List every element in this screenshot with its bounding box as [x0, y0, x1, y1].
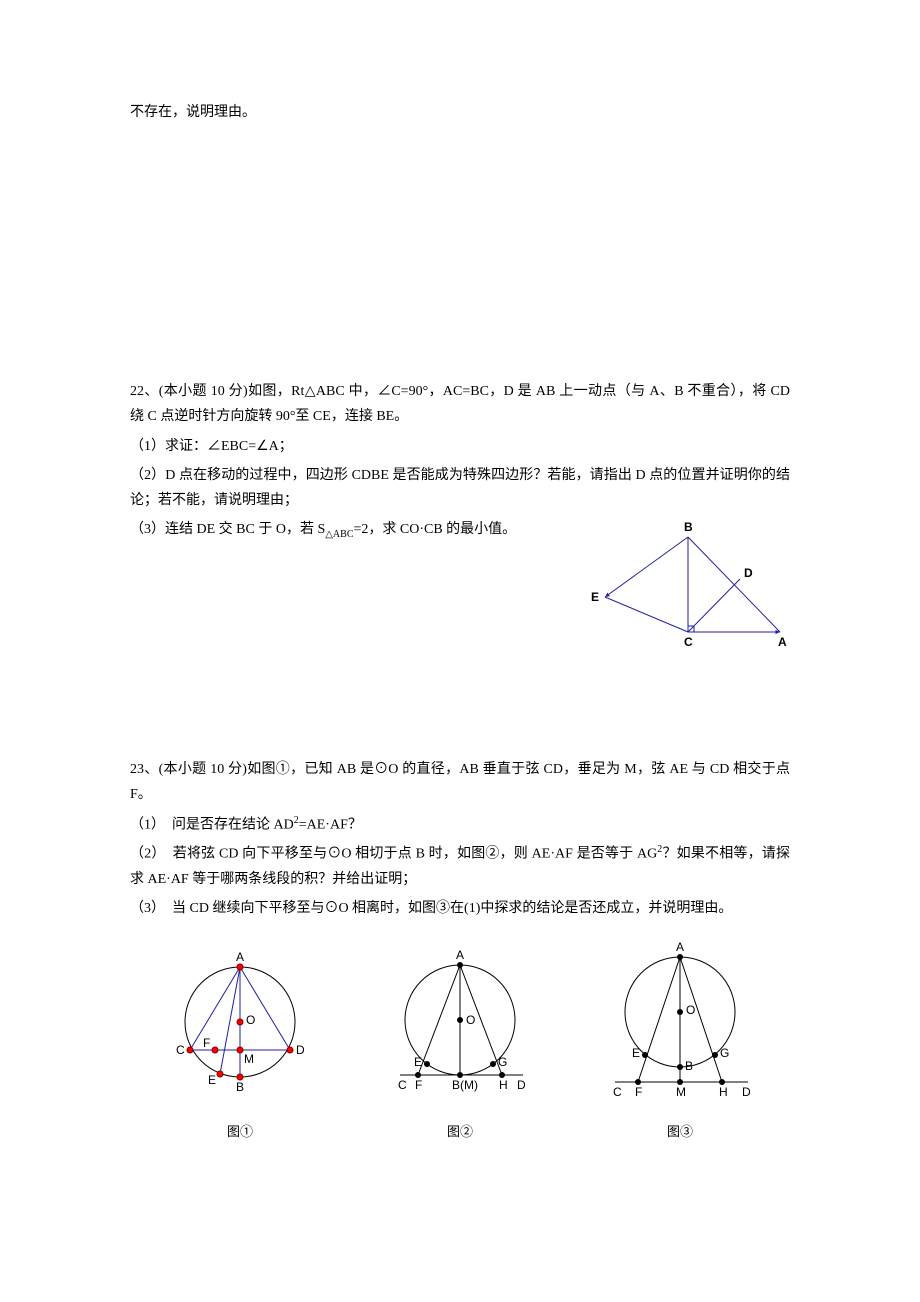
svg-text:G: G — [498, 1055, 507, 1069]
q23-part2: （2） 若将弦 CD 向下平移至与⊙O 相切于点 B 时，如图②，则 AE·AF… — [130, 841, 790, 892]
svg-text:C: C — [398, 1078, 407, 1092]
svg-text:D: D — [742, 1085, 751, 1099]
svg-text:O: O — [686, 1003, 695, 1017]
q23-p1-b: =AE·AF？ — [299, 817, 362, 832]
q23-caption3: 图③ — [600, 1120, 760, 1143]
q23-figure2-block: A B(M) O C D E G F H 图② — [380, 932, 540, 1143]
q22-part1: （1）求证：∠EBC=∠A； — [130, 434, 790, 459]
svg-text:E: E — [591, 590, 599, 604]
svg-text:B: B — [684, 520, 693, 534]
q23-figure3-block: A B O M C D E G F H 图③ — [600, 932, 760, 1143]
svg-text:C: C — [684, 635, 693, 649]
svg-text:A: A — [676, 940, 684, 954]
q22-p3-a: （3）连结 DE 交 BC 于 O，若 S — [130, 522, 325, 537]
svg-text:D: D — [744, 566, 753, 580]
svg-text:E: E — [414, 1055, 422, 1069]
q22-figure: A B C D E — [590, 517, 790, 657]
svg-text:B(M): B(M) — [452, 1078, 478, 1092]
svg-text:F: F — [203, 1036, 210, 1050]
svg-text:D: D — [517, 1078, 526, 1092]
svg-text:M: M — [244, 1052, 254, 1066]
q22-part2: （2）D 点在移动的过程中，四边形 CDBE 是否能成为特殊四边形？若能，请指出… — [130, 463, 790, 513]
q22-figure-container: A B C D E — [590, 517, 790, 657]
lead-fragment: 不存在，说明理由。 — [130, 100, 790, 125]
q23-caption1: 图① — [160, 1120, 320, 1143]
q22-p3-sub: △ABC — [325, 529, 353, 540]
svg-text:E: E — [208, 1073, 216, 1087]
svg-text:D: D — [296, 1043, 305, 1057]
q22-p3-b: =2，求 CO·CB 的最小值。 — [354, 522, 517, 537]
q23-part3: （3） 当 CD 继续向下平移至与⊙O 相离时，如图③在(1)中探求的结论是否还… — [130, 896, 790, 921]
q23-p2-a: （2） 若将弦 CD 向下平移至与⊙O 相切于点 B 时，如图②，则 AE·AF… — [130, 847, 657, 862]
q23-figures-row: A B C D E O M F 图① A B(M) O C D E G F H 图② A B O M C D E G F H 图… — [130, 932, 790, 1143]
svg-text:H: H — [719, 1085, 728, 1099]
svg-text:M: M — [676, 1085, 686, 1099]
q23-header: 23、(本小题 10 分)如图①，已知 AB 是⊙O 的直径，AB 垂直于弦 C… — [130, 757, 790, 807]
q23-figure2: A B(M) O C D E G F H — [380, 932, 540, 1112]
svg-text:E: E — [632, 1046, 640, 1060]
svg-text:B: B — [685, 1059, 693, 1073]
q23-part1: （1） 问是否存在结论 AD2=AE·AF？ — [130, 812, 790, 838]
svg-text:F: F — [635, 1085, 642, 1099]
q23-caption2: 图② — [380, 1120, 540, 1143]
svg-text:A: A — [236, 950, 244, 964]
svg-text:A: A — [456, 948, 464, 962]
svg-text:B: B — [236, 1080, 244, 1094]
q22-header: 22、(本小题 10 分)如图，Rt△ABC 中，∠C=90°，AC=BC，D … — [130, 379, 790, 429]
svg-text:C: C — [613, 1085, 622, 1099]
svg-text:C: C — [176, 1043, 185, 1057]
q23-p1-a: （1） 问是否存在结论 AD — [130, 817, 294, 832]
svg-text:H: H — [499, 1078, 508, 1092]
q23-figure3: A B O M C D E G F H — [600, 932, 760, 1112]
svg-text:F: F — [415, 1078, 422, 1092]
svg-text:A: A — [778, 635, 787, 649]
svg-text:O: O — [466, 1013, 475, 1027]
svg-text:O: O — [246, 1013, 255, 1027]
q23-figure1: A B C D E O M F — [160, 932, 320, 1112]
q23-figure1-block: A B C D E O M F 图① — [160, 932, 320, 1143]
svg-text:G: G — [720, 1046, 729, 1060]
